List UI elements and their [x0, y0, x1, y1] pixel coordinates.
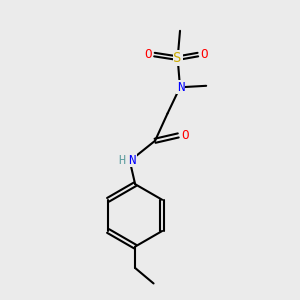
- Text: O: O: [144, 48, 152, 61]
- Text: S: S: [173, 51, 182, 65]
- Text: N: N: [177, 81, 184, 94]
- Text: N: N: [128, 154, 136, 166]
- Text: O: O: [201, 48, 208, 61]
- Text: O: O: [181, 129, 188, 142]
- Text: H: H: [118, 154, 125, 166]
